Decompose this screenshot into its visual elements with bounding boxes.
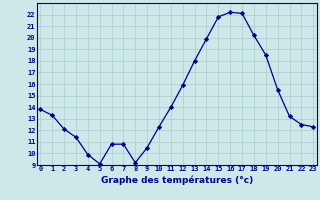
X-axis label: Graphe des températures (°c): Graphe des températures (°c)	[101, 175, 253, 185]
